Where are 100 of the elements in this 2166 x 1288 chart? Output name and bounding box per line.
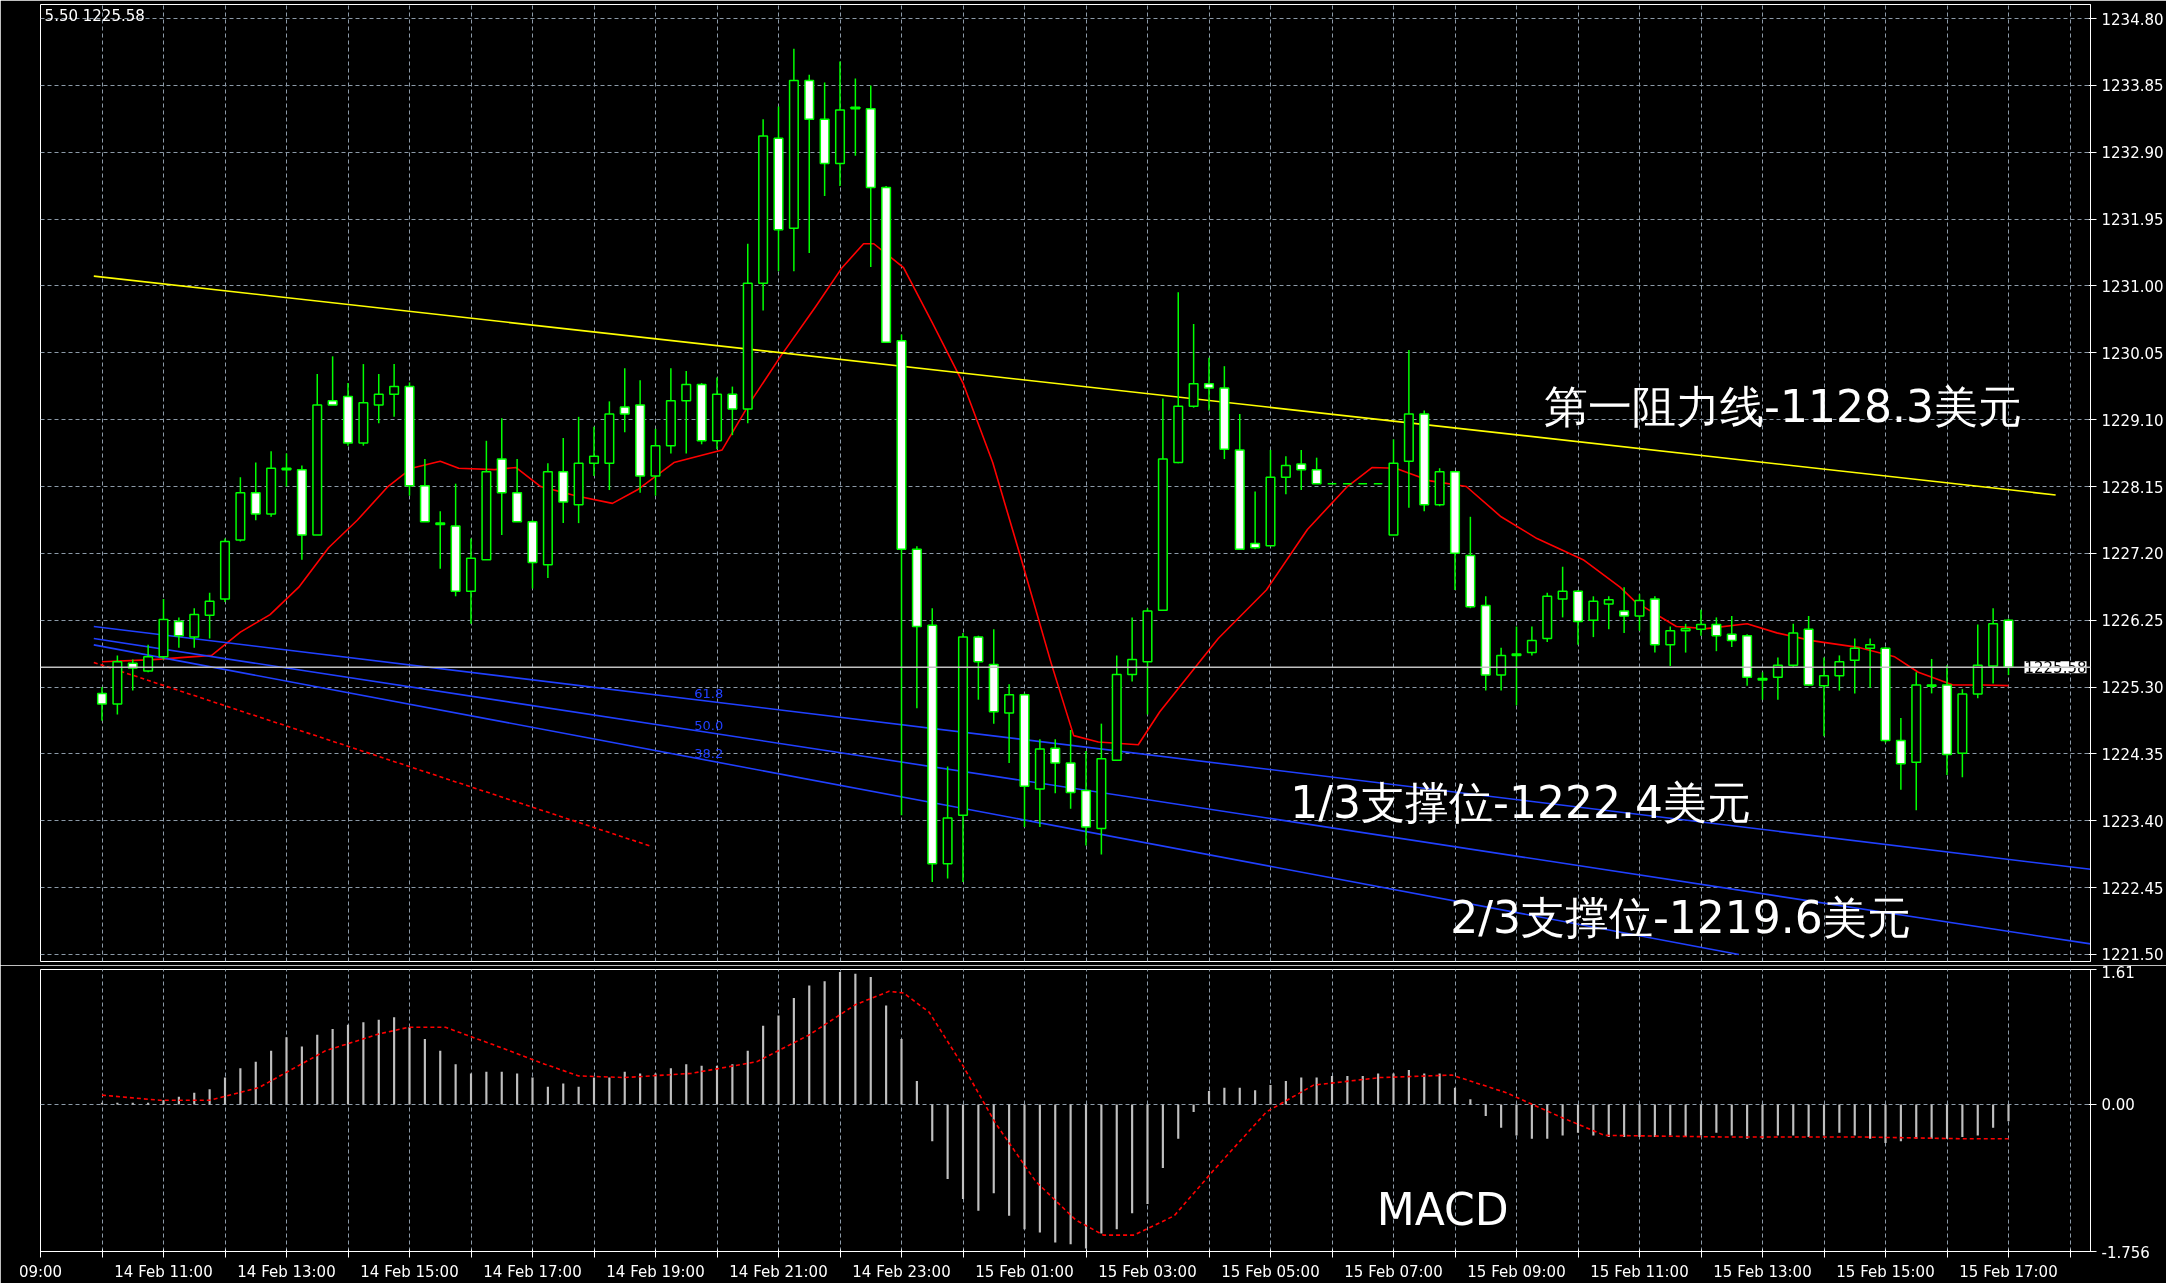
bar — [915, 1080, 918, 1105]
bar — [854, 973, 857, 1105]
candlestick — [850, 77, 861, 157]
bar — [1192, 1104, 1195, 1112]
series-label: 61.8 — [694, 686, 724, 702]
candlestick — [189, 607, 200, 649]
candlestick — [1588, 595, 1599, 638]
bar — [1131, 1104, 1134, 1214]
x-tick-label: 14 Feb 21:00 — [729, 1262, 828, 1281]
candlestick — [1603, 595, 1614, 631]
bar — [1177, 1104, 1180, 1139]
bar — [961, 1104, 965, 1200]
x-tick-label: 14 Feb 19:00 — [606, 1262, 705, 1281]
bar — [900, 1039, 903, 1105]
bar — [1054, 1104, 1057, 1243]
y-tick-label: 1231.00 — [2101, 277, 2164, 296]
bar — [423, 1039, 426, 1105]
bar — [1530, 1104, 1533, 1139]
bar — [346, 1024, 350, 1105]
bar — [1500, 1104, 1503, 1128]
candlestick — [96, 686, 108, 722]
bar — [1392, 1073, 1395, 1105]
y-tick-label: 1223.40 — [2101, 812, 2164, 831]
bar — [393, 1017, 396, 1105]
bar — [1992, 1104, 1995, 1128]
y-tick-label: 1222.45 — [2101, 879, 2164, 898]
bar — [1684, 1104, 1687, 1138]
series-label: 38.2 — [694, 745, 724, 761]
bar — [685, 1064, 688, 1105]
bar — [1976, 1104, 1979, 1136]
y-tick-label: 1221.50 — [2101, 946, 2164, 965]
bar — [1776, 1104, 1779, 1136]
bar — [1484, 1104, 1487, 1117]
bar — [1884, 1104, 1887, 1143]
candlestick — [1757, 671, 1768, 701]
candlestick — [619, 367, 630, 434]
bar — [1377, 1073, 1380, 1105]
candlestick — [1127, 616, 1138, 683]
x-tick-label: 15 Feb 03:00 — [1098, 1262, 1197, 1281]
bar — [239, 1068, 242, 1105]
candlestick — [1050, 738, 1061, 795]
bar — [1838, 1104, 1841, 1133]
bar — [762, 1025, 765, 1105]
x-tick-label: 15 Feb 11:00 — [1590, 1262, 1689, 1281]
bar — [1023, 1104, 1026, 1230]
bar — [1284, 1080, 1287, 1105]
bar — [792, 997, 795, 1105]
x-tick-label: 15 Feb 17:00 — [1959, 1262, 2058, 1281]
bar — [1008, 1104, 1011, 1216]
bar — [823, 981, 826, 1105]
bar — [1207, 1090, 1211, 1105]
y-tick-label: -1.756 — [2101, 1243, 2150, 1262]
x-tick-label: 15 Feb 05:00 — [1221, 1262, 1320, 1281]
bar — [454, 1064, 457, 1105]
candlestick — [1004, 683, 1015, 764]
x-tick-label: 15 Feb 13:00 — [1713, 1262, 1812, 1281]
bar — [608, 1077, 611, 1105]
candlestick — [250, 461, 261, 522]
bar — [1669, 1104, 1672, 1136]
bar — [1607, 1104, 1610, 1138]
annotation: 5.50 1225.58 — [44, 7, 145, 26]
bar — [946, 1104, 949, 1179]
candlestick — [1203, 357, 1215, 412]
bar — [1945, 1104, 1949, 1139]
bar — [654, 1073, 657, 1105]
y-tick-label: 1226.25 — [2101, 612, 2164, 631]
bar — [869, 977, 872, 1105]
bar — [1623, 1104, 1626, 1138]
x-tick-label: 15 Feb 09:00 — [1467, 1262, 1566, 1281]
x-tick-label: 14 Feb 23:00 — [852, 1262, 951, 1281]
candlestick — [1895, 717, 1906, 791]
candlestick — [681, 370, 692, 455]
candlestick — [1296, 449, 1307, 491]
x-tick-label: 15 Feb 15:00 — [1836, 1262, 1935, 1281]
y-tick-label: 1224.35 — [2101, 745, 2164, 764]
bar — [562, 1083, 565, 1105]
y-tick-label: 1228.15 — [2101, 478, 2164, 497]
x-tick-label: 14 Feb 13:00 — [237, 1262, 336, 1281]
bar — [1592, 1104, 1595, 1136]
bar — [1853, 1104, 1856, 1136]
bar — [1961, 1104, 1964, 1138]
candlestick — [1926, 658, 1937, 695]
bar — [1546, 1104, 1549, 1139]
bar — [1161, 1104, 1164, 1169]
candlestick — [1695, 608, 1707, 637]
bar — [362, 1022, 365, 1105]
bar — [992, 1104, 995, 1194]
bar — [516, 1073, 519, 1105]
bar — [469, 1073, 473, 1105]
bar — [1761, 1104, 1764, 1139]
bar — [885, 1005, 888, 1105]
bar — [623, 1071, 626, 1105]
bar — [931, 1104, 934, 1142]
y-tick-label: 1227.20 — [2101, 545, 2164, 564]
bar — [1069, 1104, 1072, 1245]
candlestick — [1526, 625, 1537, 657]
x-tick-label: 14 Feb 17:00 — [483, 1262, 582, 1281]
candlestick — [1711, 616, 1722, 652]
candlestick — [1665, 625, 1676, 667]
annotation: 第一阻力线-1128.3美元 — [1544, 380, 2022, 432]
